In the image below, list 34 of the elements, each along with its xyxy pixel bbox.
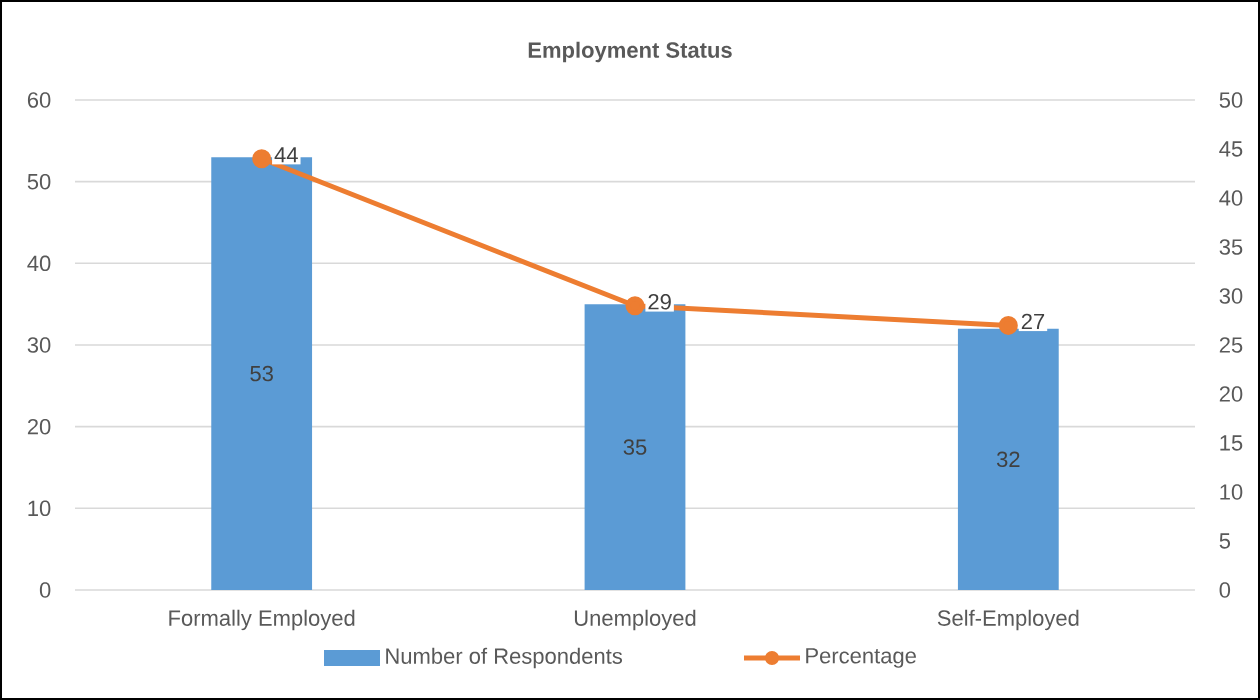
bar [957, 328, 1059, 590]
data-label: 53 [250, 365, 273, 382]
point [625, 296, 645, 316]
y2-tick-label: 35 [1219, 239, 1243, 255]
data-label: 35 [623, 439, 647, 455]
data-label: 29 [648, 294, 671, 310]
y2-tick-label: 50 [1219, 92, 1243, 108]
y2-tick-label: 20 [1219, 386, 1243, 402]
y2-tick-label: 5 [1219, 533, 1231, 549]
legend-label: Percentage [806, 648, 916, 668]
y2-tick-label: 40 [1219, 190, 1243, 206]
y-tick-label: 60 [27, 92, 51, 108]
x-tick-label: Self-Employed [937, 609, 1079, 631]
chart-title: Employment Status [528, 41, 732, 63]
y-tick-label: 10 [28, 500, 51, 517]
point [252, 149, 272, 169]
x-tick-label: Formally Employed [169, 609, 355, 631]
point [998, 315, 1018, 335]
legend-label: Number of Respondents [386, 647, 623, 669]
y-tick-label: 40 [27, 255, 51, 272]
data-label: 32 [996, 451, 1020, 468]
y2-tick-label: 15 [1220, 435, 1243, 451]
y2-tick-label: 0 [1219, 582, 1231, 598]
x-tick-label: Unemployed [574, 609, 696, 631]
y-tick-label: 0 [39, 582, 51, 598]
y-tick-label: 50 [27, 173, 51, 190]
y2-tick-label: 10 [1220, 484, 1243, 500]
y-tick-label: 20 [27, 418, 51, 435]
y2-tick-label: 45 [1219, 141, 1243, 157]
data-label: 44 [274, 147, 298, 163]
y2-tick-label: 25 [1219, 337, 1243, 353]
data-label: 27 [1021, 313, 1045, 330]
y2-tick-label: 30 [1219, 288, 1243, 304]
y-tick-label: 30 [27, 337, 51, 353]
